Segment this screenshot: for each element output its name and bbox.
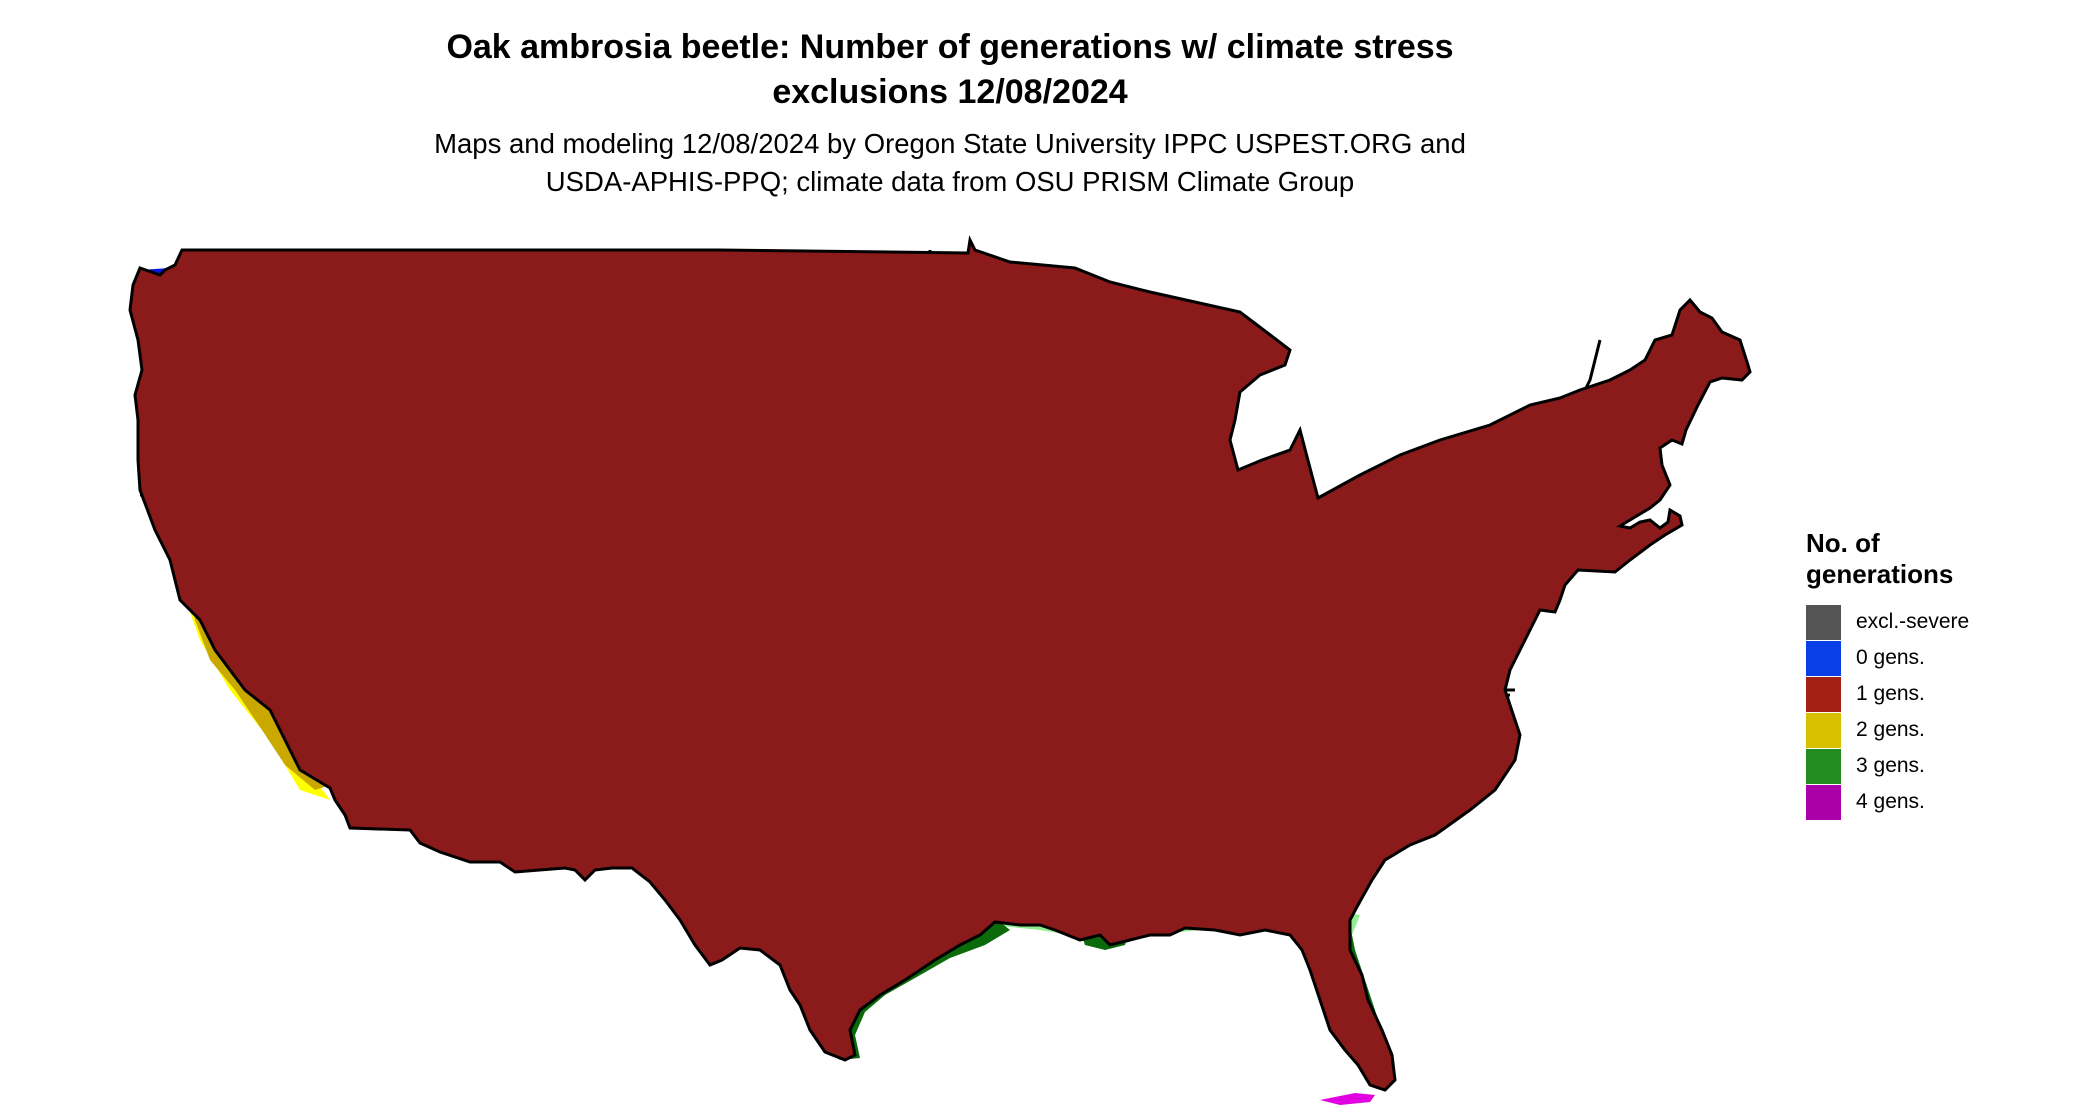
legend-swatch [1806,604,1841,640]
map-title-line-2: exclusions 12/08/2024 [772,73,1128,111]
legend-item-2-gens: 2 gens. [1806,712,1969,748]
legend-label: 4 gens. [1856,790,1925,813]
legend-title: No. of generations [1806,528,1969,590]
legend: No. of generations excl.-severe 0 gens. … [1806,528,1969,820]
legend-title-line-2: generations [1806,559,1954,589]
legend-label: 2 gens. [1856,718,1925,741]
legend-item-4-gens: 4 gens. [1806,784,1969,820]
legend-label: 3 gens. [1856,754,1925,777]
legend-swatch [1806,784,1841,820]
legend-swatch [1806,676,1841,712]
map-subtitle-line-2: USDA-APHIS-PPQ; climate data from OSU PR… [545,166,1355,197]
legend-items: excl.-severe 0 gens. 1 gens. 2 gens. 3 g… [1806,604,1969,820]
legend-item-0-gens: 0 gens. [1806,640,1969,676]
legend-swatch [1806,748,1841,784]
legend-item-excl-severe: excl.-severe [1806,604,1969,640]
legend-item-3-gens: 3 gens. [1806,748,1969,784]
map-subtitle-line-1: Maps and modeling 12/08/2024 by Oregon S… [434,128,1466,159]
legend-title-line-1: No. of [1806,528,1880,558]
legend-item-1-gens: 1 gens. [1806,676,1969,712]
legend-label: 1 gens. [1856,682,1925,705]
legend-label: 0 gens. [1856,646,1925,669]
map-title-line-1: Oak ambrosia beetle: Number of generatio… [446,28,1454,66]
legend-swatch [1806,640,1841,676]
gen4-florida-keys [1320,1093,1375,1105]
legend-swatch [1806,712,1841,748]
legend-label: excl.-severe [1856,610,1970,633]
